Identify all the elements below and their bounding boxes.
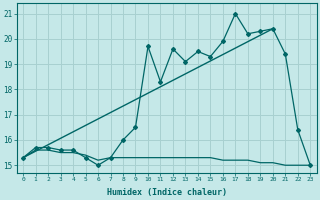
- X-axis label: Humidex (Indice chaleur): Humidex (Indice chaleur): [107, 188, 227, 197]
